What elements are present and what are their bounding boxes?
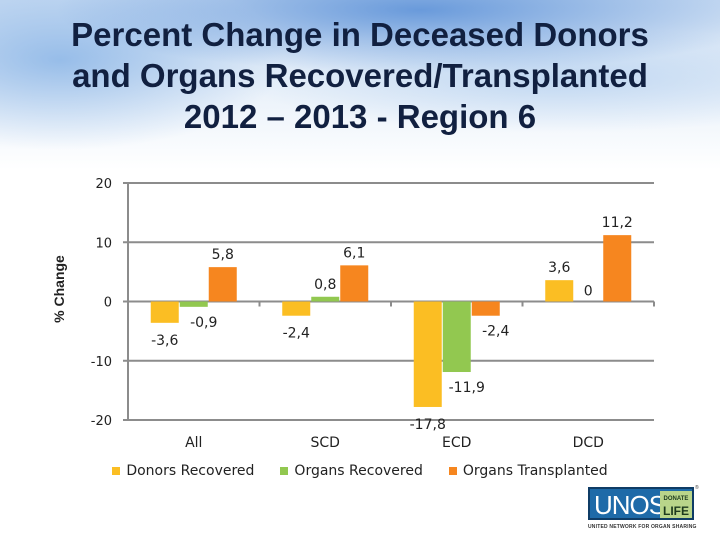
- data-label: -0,9: [190, 315, 217, 331]
- legend-swatch: [448, 467, 457, 475]
- logo-box: UNOS DONATE LIFE: [588, 487, 694, 520]
- bar-donors-recovered: [413, 301, 442, 407]
- y-axis-title: % Change: [51, 255, 67, 323]
- bar-organs-recovered: [311, 296, 340, 302]
- x-category-label: All: [185, 435, 202, 451]
- bar-organs-transplanted: [208, 267, 237, 302]
- data-label: 11,2: [602, 215, 633, 231]
- logo-badge-line1: DONATE: [663, 496, 689, 502]
- bar-donors-recovered: [545, 280, 574, 302]
- chart-legend: Donors Recovered Organs Recovered Organs T…: [0, 461, 720, 481]
- data-label: 5,8: [212, 247, 234, 263]
- logo-badge-line2: LIFE: [663, 504, 689, 518]
- bar-organs-transplanted: [603, 235, 632, 302]
- bar-donors-recovered: [150, 301, 179, 323]
- legend-swatch: [112, 467, 121, 475]
- legend-item: Donors Recovered: [112, 461, 254, 481]
- data-label: 6,1: [343, 245, 365, 261]
- x-category-label: ECD: [442, 435, 471, 451]
- logo-subtitle: UNITED NETWORK FOR ORGAN SHARING: [588, 524, 697, 530]
- data-label: -3,6: [151, 333, 178, 349]
- data-label: 3,6: [548, 260, 570, 276]
- slide-title: Percent Change in Deceased Donors and Or…: [71, 16, 649, 135]
- x-category-label: SCD: [311, 435, 340, 451]
- x-category-label: DCD: [573, 435, 604, 451]
- y-tick-label: -20: [91, 414, 112, 429]
- legend-label: Donors Recovered: [126, 463, 255, 479]
- unos-logo: UNOS DONATE LIFE ® UNITED NETWORK FOR OR…: [588, 485, 699, 533]
- bar-organs-recovered: [442, 301, 471, 373]
- data-label: 0: [584, 284, 593, 300]
- data-label: 0,8: [314, 277, 336, 293]
- legend-item: Organs Transplanted: [448, 461, 608, 481]
- logo-unos-text: UNOS: [594, 490, 666, 520]
- y-tick-label: 0: [104, 296, 112, 311]
- data-label: -2,4: [482, 324, 509, 340]
- logo-donate-life-badge: DONATE LIFE: [660, 491, 692, 518]
- legend-swatch: [280, 467, 289, 475]
- title-background: [0, 0, 720, 170]
- y-tick-label: 20: [95, 177, 112, 192]
- bar-organs-transplanted: [471, 301, 500, 316]
- bar-organs-recovered: [179, 301, 208, 307]
- legend-label: Organs Transplanted: [462, 463, 608, 479]
- legend-label: Organs Recovered: [294, 463, 423, 479]
- legend-item: Organs Recovered: [280, 461, 423, 481]
- data-label: -17,8: [410, 417, 446, 433]
- y-tick-label: 10: [95, 236, 112, 251]
- data-label: -11,9: [449, 380, 485, 396]
- y-tick-label: -10: [91, 355, 112, 370]
- bar-organs-transplanted: [340, 265, 369, 302]
- bar-donors-recovered: [282, 301, 311, 316]
- data-label: -2,4: [283, 326, 310, 342]
- logo-trademark: ®: [695, 485, 699, 491]
